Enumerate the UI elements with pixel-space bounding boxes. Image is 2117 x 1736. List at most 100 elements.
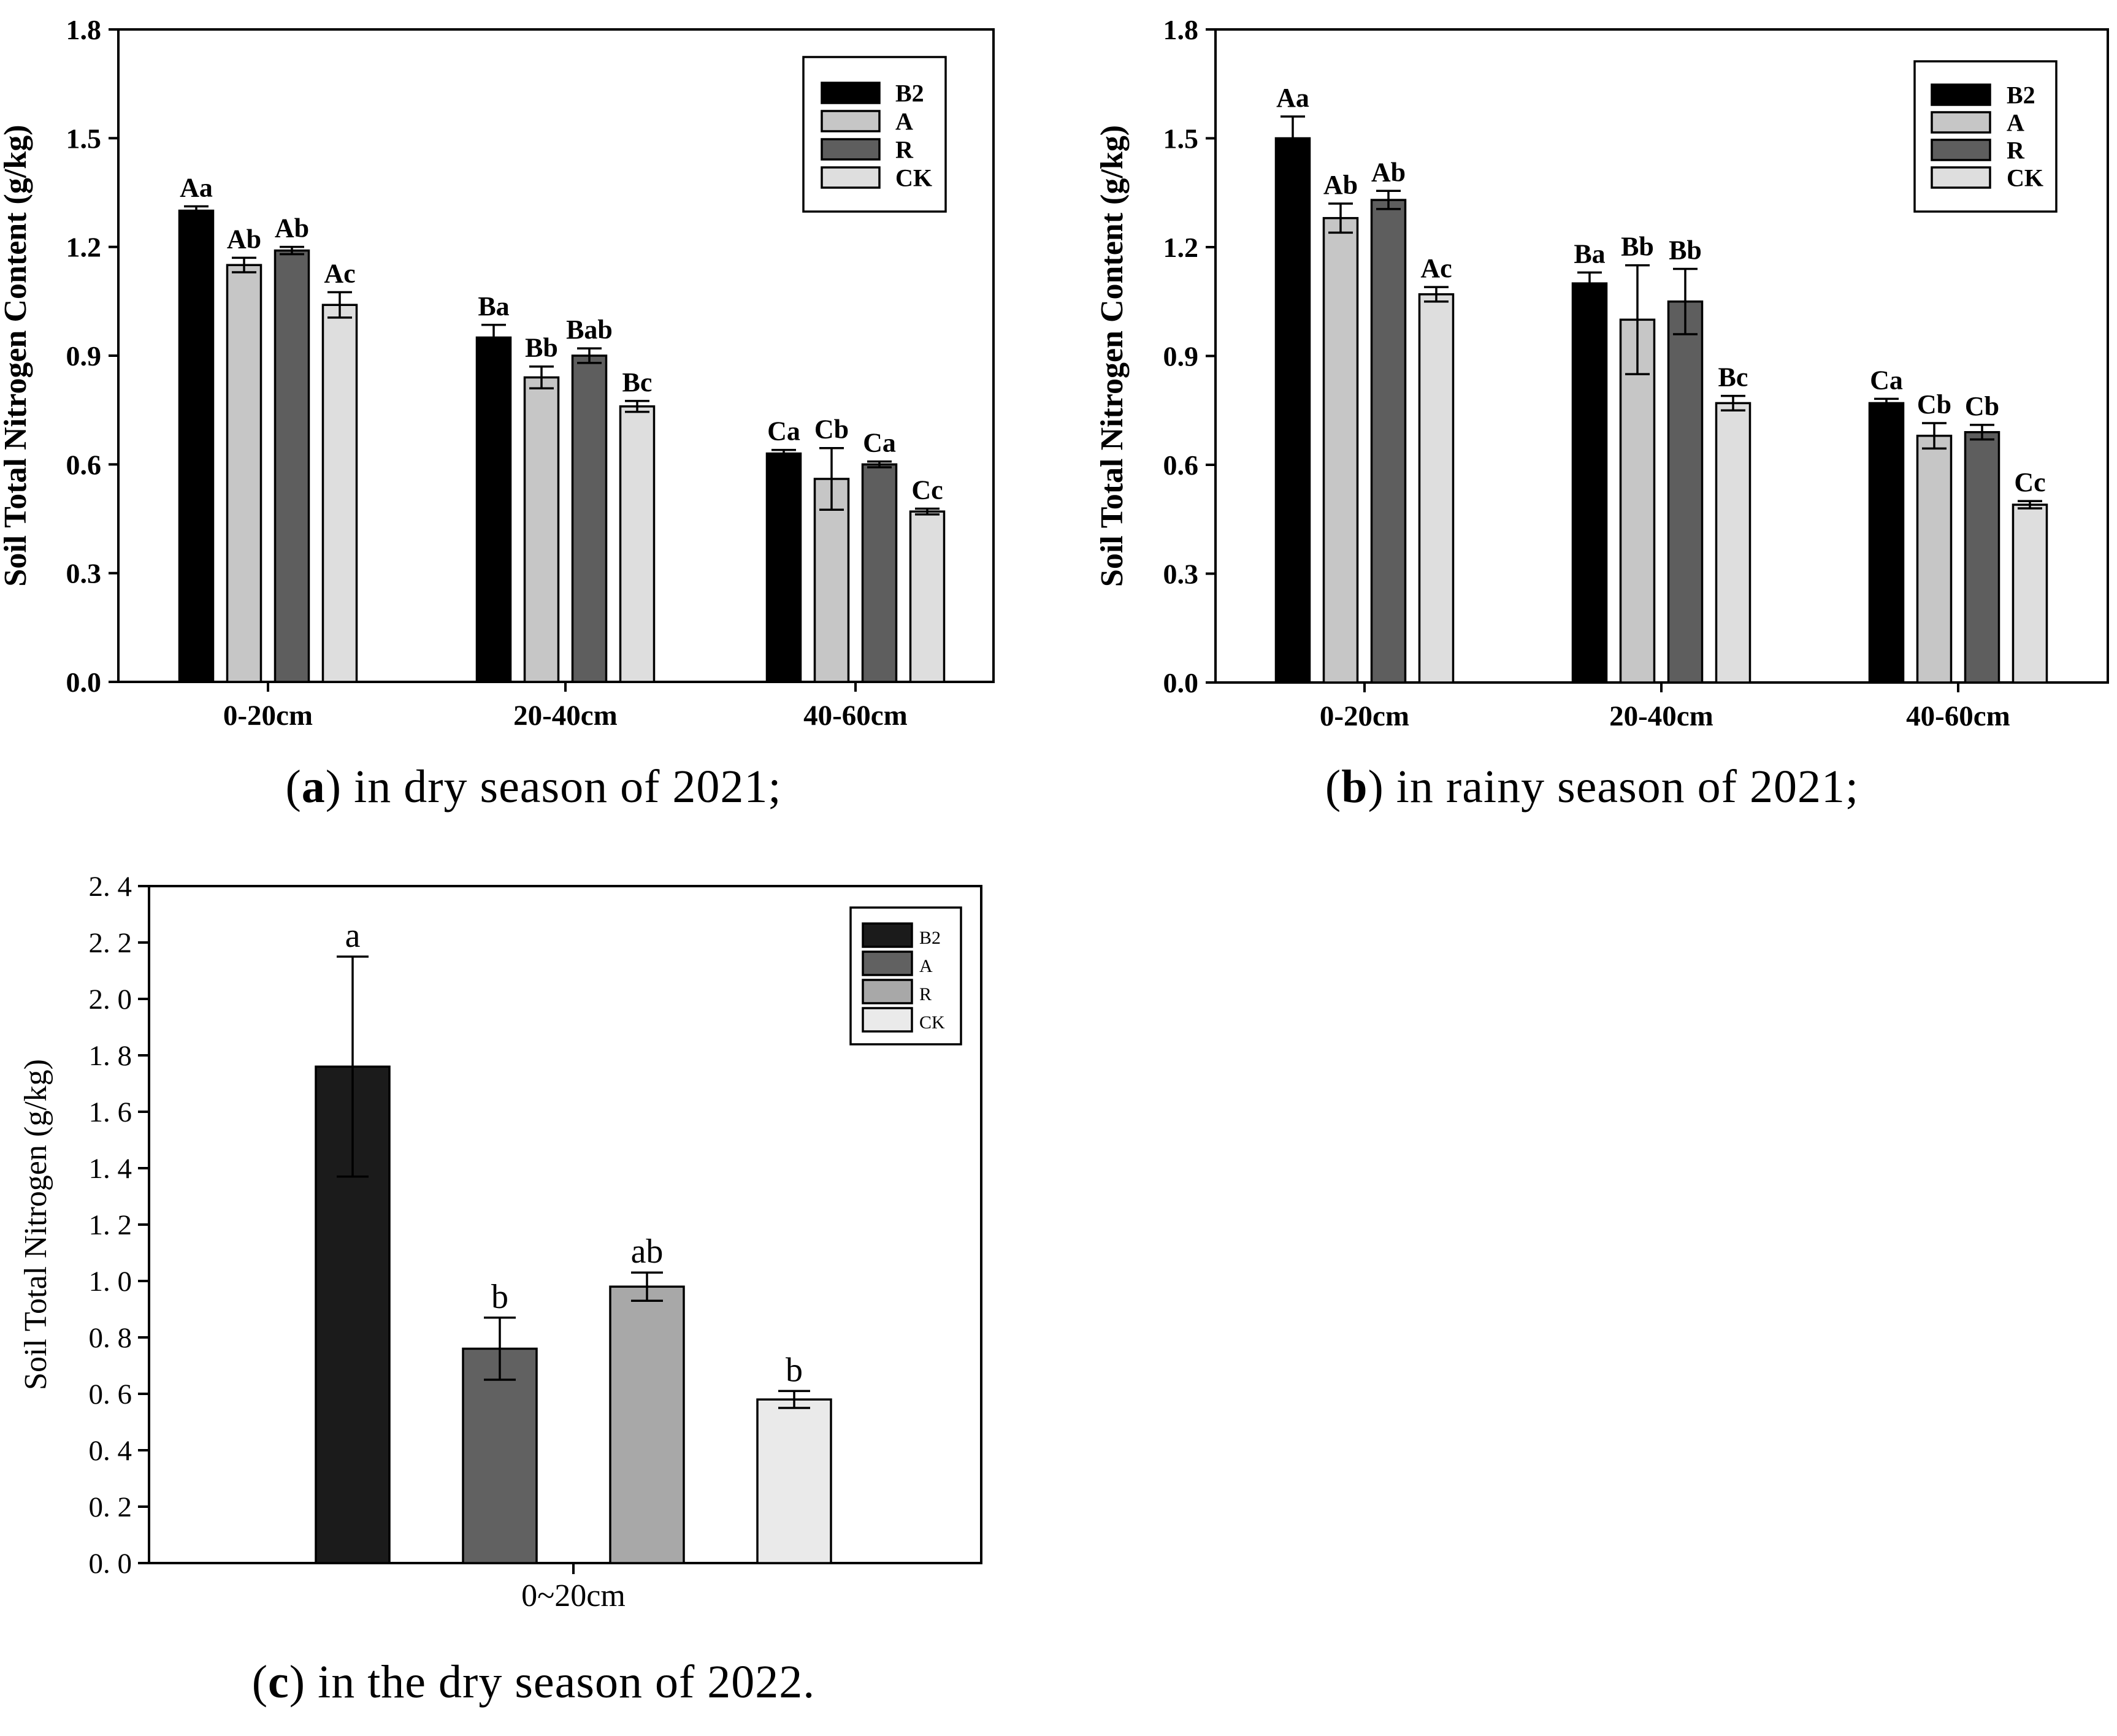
legend-swatch-B2 [821, 82, 881, 104]
y-tick-label: 1. 8 [89, 1040, 132, 1072]
y-tick-label: 0.3 [1163, 559, 1199, 590]
y-axis-title: Soil Total Nitrogen Content (g/kg) [0, 124, 33, 586]
sig-letter-A-40-60cm: Cb [1917, 389, 1951, 419]
legend-swatch-CK [1931, 166, 1991, 189]
sig-letter-R-20-40cm: Bb [1669, 235, 1702, 266]
legend-swatch-CK [862, 1007, 913, 1033]
sig-letter-A-0~20cm: b [491, 1278, 508, 1316]
x-tick-label: 40-60cm [803, 700, 908, 732]
bar-CK-0-20cm [1418, 293, 1455, 684]
sig-letter-A-20-40cm: Bb [525, 333, 558, 363]
chart-c-dry-season-2022: 0. 0 0. 2 0. 4 0. 6 0. 8 1. 0 1. 2 1. 4 1. 6 1. 8… [18, 871, 982, 1613]
sig-letter-CK-40-60cm: Cc [911, 475, 943, 505]
y-tick-label: 1.2 [66, 232, 102, 263]
y-tick-label: 1.8 [1163, 14, 1199, 45]
panel-a: 0.0 0.3 0.6 0.9 1.2 1.5 1.8 Soil Total Nitrogen… [0, 0, 1067, 748]
bar-A-20-40cm [1619, 318, 1656, 684]
legend-swatch-A [1931, 111, 1991, 134]
sig-letter-R-0~20cm: ab [631, 1233, 664, 1271]
legend-label-CK: CK [2007, 164, 2043, 192]
y-tick-label: 1.2 [1163, 232, 1199, 263]
y-tick-label: 2. 2 [89, 927, 132, 959]
caption-b: (b) in rainy season of 2021; [1067, 760, 2117, 814]
sig-letter-R-40-60cm: Ca [863, 428, 896, 458]
sig-letter-A-40-60cm: Cb [814, 415, 849, 445]
y-tick-label: 1.8 [66, 14, 102, 45]
y-tick-label: 0.0 [66, 667, 102, 698]
sig-letter-B2-20-40cm: Ba [478, 291, 509, 321]
bar-CK-40-60cm [909, 510, 946, 683]
y-tick-label: 0.6 [66, 449, 102, 480]
bar-R-0-20cm [274, 249, 310, 683]
sig-letter-B2-40-60cm: Ca [767, 416, 800, 446]
caption-a-text: ) in dry season of 2021; [325, 761, 782, 813]
bar-A-40-60cm [1916, 434, 1953, 684]
sig-letter-R-0-20cm: Ab [1371, 157, 1406, 187]
bar-R-40-60cm [861, 463, 898, 683]
sig-letter-CK-40-60cm: Cc [2014, 467, 2045, 497]
sig-letter-B2-0~20cm: a [345, 917, 361, 955]
y-tick-label: 2. 0 [89, 984, 132, 1015]
sig-letter-B2-40-60cm: Ca [1870, 365, 1903, 395]
y-axis-title: Soil Total Nitrogen Content (g/kg) [1095, 125, 1130, 587]
bar-B2-0-20cm [1274, 137, 1311, 684]
y-tick-label: 1. 2 [89, 1209, 132, 1241]
sig-letter-B2-0-20cm: Aa [1276, 83, 1309, 113]
caption-b-pre: ( [1325, 761, 1342, 813]
legend-label-CK: CK [919, 1012, 945, 1033]
sig-letter-A-0-20cm: Ab [227, 224, 261, 254]
bar-CK-40-60cm [2012, 503, 2048, 684]
y-tick-label: 0. 6 [89, 1378, 132, 1410]
legend-swatch-R [862, 979, 913, 1004]
sig-letter-B2-0-20cm: Aa [180, 172, 213, 202]
legend-label-R: R [919, 984, 932, 1004]
panel-c: 0. 0 0. 2 0. 4 0. 6 0. 8 1. 0 1. 2 1. 4 1. 6 1. 8… [0, 868, 1067, 1675]
y-tick-label: 1. 0 [89, 1266, 132, 1298]
y-tick-label: 0.9 [1163, 341, 1199, 372]
y-tick-label: 0.6 [1163, 449, 1199, 481]
chart-a-dry-season-2021: 0.0 0.3 0.6 0.9 1.2 1.5 1.8 Soil Total Nitrogen… [0, 14, 995, 732]
legend-label-R: R [2007, 137, 2025, 164]
bar-R-0~20cm [609, 1285, 685, 1564]
bar-CK-20-40cm [619, 405, 656, 683]
caption-a-letter: a [301, 761, 326, 813]
bar-R-0-20cm [1370, 199, 1407, 684]
caption-b-text: ) in rainy season of 2021; [1368, 761, 1859, 813]
bar-A-0-20cm [1322, 216, 1359, 684]
bar-CK-0~20cm [756, 1398, 832, 1564]
legend-label-B2: B2 [2007, 82, 2035, 109]
legend-swatch-R [1931, 139, 1991, 161]
y-tick-label: 1.5 [66, 123, 102, 154]
bar-B2-20-40cm [1571, 282, 1608, 684]
y-tick-label: 1.5 [1163, 123, 1199, 155]
sig-letter-R-0-20cm: Ab [275, 213, 309, 243]
y-tick-label: 0. 8 [89, 1322, 132, 1354]
sig-letter-CK-20-40cm: Bc [1718, 362, 1748, 392]
bar-A-20-40cm [523, 376, 560, 683]
y-tick-label: 0. 2 [89, 1491, 132, 1523]
legend-swatch-B2 [1931, 83, 1991, 106]
x-tick-label: 0-20cm [223, 700, 313, 732]
legend-label-A: A [919, 956, 933, 976]
legend-swatch-A [862, 950, 913, 976]
legend-swatch-B2 [862, 922, 913, 948]
bar-R-40-60cm [1964, 431, 2000, 684]
legend-label-R: R [895, 136, 914, 164]
caption-c: (c) in the dry season of 2022. [0, 1656, 1067, 1709]
x-tick-label: 20-40cm [1609, 700, 1713, 732]
legend-label-A: A [2007, 109, 2024, 137]
sig-letter-CK-0-20cm: Ac [1420, 253, 1452, 283]
bar-B2-40-60cm [1868, 402, 1905, 684]
bar-A-0-20cm [226, 264, 262, 683]
x-tick-label: 0-20cm [1320, 700, 1409, 732]
legend-label-B2: B2 [895, 80, 924, 107]
sig-letter-R-20-40cm: Bab [566, 315, 613, 345]
panel-b: 0.0 0.3 0.6 0.9 1.2 1.5 1.8 Soil Total Nitrogen… [1067, 0, 2117, 748]
sig-letter-A-20-40cm: Bb [1621, 232, 1654, 262]
legend-label-A: A [895, 108, 913, 136]
sig-letter-B2-20-40cm: Ba [1574, 239, 1605, 269]
sig-letter-CK-0~20cm: b [786, 1351, 803, 1389]
legend-swatch-R [821, 138, 881, 161]
bar-CK-0-20cm [321, 304, 358, 683]
bar-A-0~20cm [462, 1347, 538, 1564]
